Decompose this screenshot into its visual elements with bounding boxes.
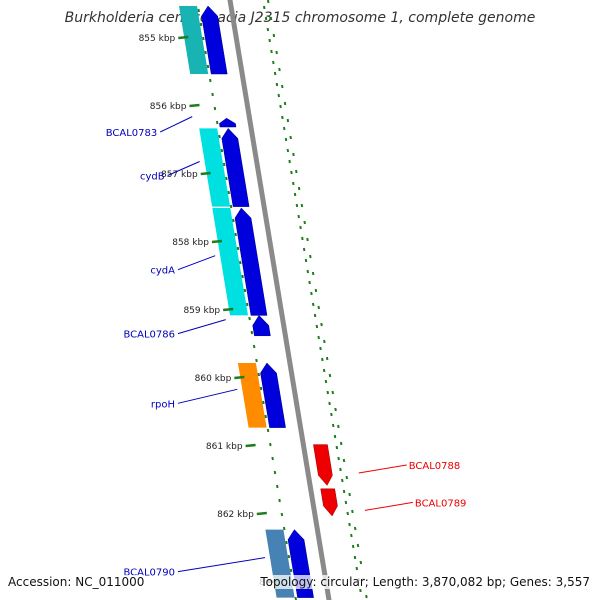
gene-label-bcal0788: BCAL0788 <box>409 461 461 472</box>
kbp-label-856: 856 kbp <box>150 102 187 112</box>
kbp-tick-859 <box>223 307 234 312</box>
label-layer: 855 kbp 856 kbp 857 kbp 858 kbp 859 kbp 860 k… <box>106 34 467 588</box>
accession-text: Accession: NC_011000 <box>8 575 145 589</box>
kbp-label-862: 862 kbp <box>217 510 254 520</box>
kbp-label-855: 855 kbp <box>139 34 176 44</box>
leader-bcal0789 <box>364 501 413 511</box>
leader-cydb <box>167 161 200 176</box>
gene-label-cyda: cydA <box>150 266 175 277</box>
forward-gene-cyda <box>234 207 268 316</box>
forward-gene-rpoh <box>260 362 286 428</box>
kbp-tick-861 <box>245 443 256 448</box>
forward-gene-bcal0783 <box>219 117 237 128</box>
cds-layer <box>179 6 295 598</box>
kbp-tick-860 <box>234 375 245 380</box>
reverse-gene-bcal0788 <box>313 444 333 486</box>
topology-summary: Topology: circular; Length: 3,870,082 bp… <box>260 575 590 589</box>
kbp-label-860: 860 kbp <box>195 374 232 384</box>
leader-bcal0783 <box>160 116 193 133</box>
kbp-tick-862 <box>256 511 267 516</box>
kbp-label-857: 857 kbp <box>161 170 198 180</box>
forward-gene-1 <box>201 5 228 75</box>
cds-feature-2 <box>199 128 231 207</box>
gene-label-cydb: cydB <box>140 172 165 183</box>
forward-gene-cydb <box>221 127 250 207</box>
kbp-label-861: 861 kbp <box>206 442 243 452</box>
kbp-tick-856 <box>189 103 200 108</box>
gene-label-bcal0789: BCAL0789 <box>415 498 467 509</box>
gene-layer <box>201 5 338 598</box>
leader-bcal0790 <box>177 557 266 573</box>
cds-feature-4 <box>237 363 267 428</box>
gene-label-bcal0783: BCAL0783 <box>106 128 158 139</box>
cds-feature-3 <box>212 208 248 316</box>
kbp-label-859: 859 kbp <box>183 306 220 316</box>
leader-cyda <box>177 255 216 271</box>
chromosome-backbone <box>227 0 332 600</box>
kbp-tick-855 <box>178 35 189 40</box>
gene-label-bcal0786: BCAL0786 <box>123 330 175 341</box>
leader-bcal0786 <box>177 319 226 335</box>
gene-label-bcal0790: BCAL0790 <box>123 568 175 579</box>
leader-rpoh <box>177 388 238 404</box>
kbp-tick-857 <box>200 171 211 176</box>
kbp-tick-858 <box>211 239 223 244</box>
cds-feature-1 <box>179 6 209 74</box>
reverse-gene-bcal0789 <box>320 488 338 517</box>
forward-gene-bcal0786 <box>252 314 271 337</box>
gene-label-rpoh: rpoH <box>151 399 175 410</box>
kbp-label-858: 858 kbp <box>172 238 209 248</box>
leader-bcal0788 <box>358 464 407 474</box>
